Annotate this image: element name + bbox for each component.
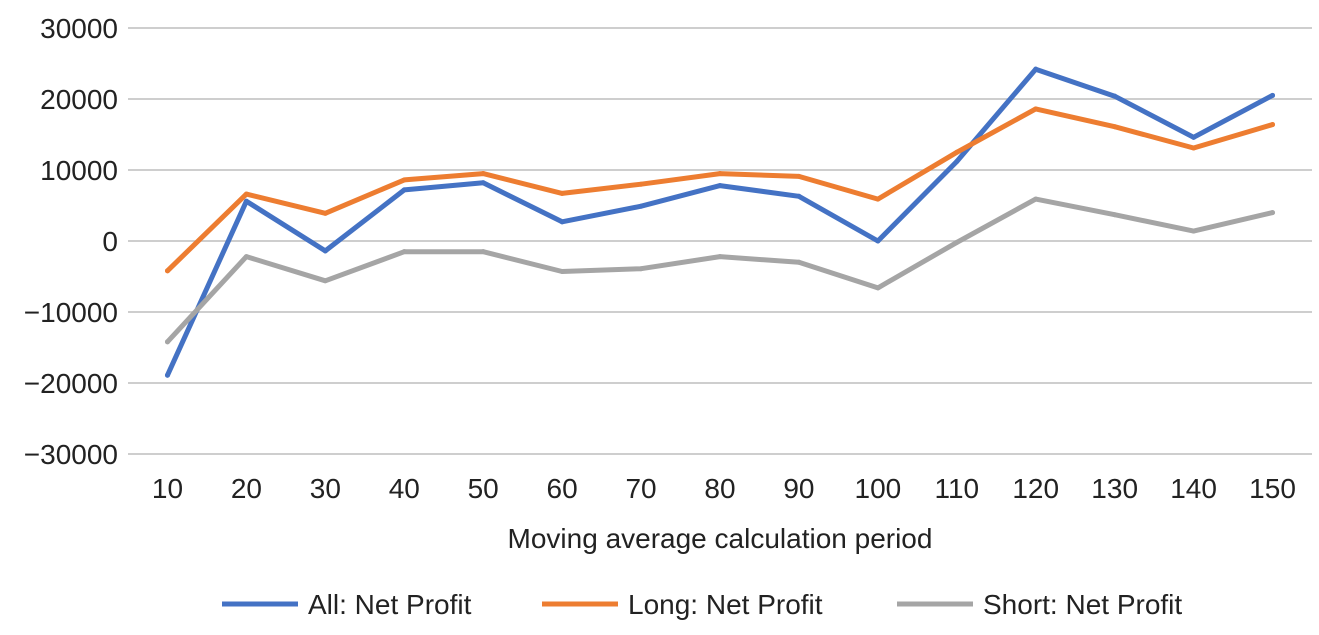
- data-point: [1033, 196, 1039, 202]
- data-point: [1112, 212, 1118, 218]
- y-tick-label: 10000: [40, 155, 118, 186]
- data-point: [322, 278, 328, 284]
- data-point: [875, 196, 881, 202]
- data-point: [401, 177, 407, 183]
- data-point: [164, 372, 170, 378]
- gridlines: [128, 27, 1312, 455]
- x-tick-label: 100: [855, 473, 902, 504]
- series-lines: [164, 66, 1276, 378]
- data-point: [243, 198, 249, 204]
- data-point: [796, 259, 802, 265]
- data-point: [243, 191, 249, 197]
- x-tick-label: 140: [1170, 473, 1217, 504]
- data-point: [875, 285, 881, 291]
- data-point: [954, 158, 960, 164]
- x-tick-label: 60: [547, 473, 578, 504]
- data-point: [559, 269, 565, 275]
- data-point: [1112, 124, 1118, 130]
- data-point: [954, 239, 960, 245]
- legend-item: All: Net Profit: [222, 589, 472, 620]
- series-line-2: [165, 196, 1275, 345]
- data-point: [638, 203, 644, 209]
- x-axis-title: Moving average calculation period: [508, 523, 933, 554]
- x-axis-tick-labels: 10 20 30 40 50 60 70 80 90 100 110 120 130 140 150: [152, 473, 1296, 504]
- y-tick-label: 30000: [40, 13, 118, 44]
- x-tick-label: 70: [625, 473, 656, 504]
- data-point: [322, 248, 328, 254]
- data-point: [1191, 145, 1197, 151]
- data-point: [638, 181, 644, 187]
- data-point: [717, 171, 723, 177]
- legend-item: Short: Net Profit: [897, 589, 1182, 620]
- data-point: [322, 210, 328, 216]
- data-point: [401, 249, 407, 255]
- x-tick-label: 120: [1012, 473, 1059, 504]
- data-point: [559, 219, 565, 225]
- data-point: [1112, 93, 1118, 99]
- legend-label: All: Net Profit: [308, 589, 472, 620]
- data-point: [1191, 134, 1197, 140]
- x-tick-label: 30: [310, 473, 341, 504]
- x-tick-label: 40: [389, 473, 420, 504]
- legend-label: Short: Net Profit: [983, 589, 1182, 620]
- data-point: [717, 183, 723, 189]
- legend-item: Long: Net Profit: [542, 589, 823, 620]
- data-point: [954, 149, 960, 155]
- data-point: [1270, 92, 1276, 98]
- y-axis-tick-labels: 30000 20000 10000 0 −10000 −20000 −30000: [24, 13, 118, 470]
- data-point: [164, 268, 170, 274]
- x-tick-label: 90: [783, 473, 814, 504]
- series-line-0: [165, 66, 1275, 378]
- data-point: [480, 171, 486, 177]
- x-tick-label: 150: [1249, 473, 1296, 504]
- y-tick-label: −30000: [24, 439, 118, 470]
- data-point: [796, 193, 802, 199]
- y-tick-label: −20000: [24, 368, 118, 399]
- legend: All: Net Profit Long: Net Profit Short: Ne…: [222, 589, 1182, 620]
- data-point: [1270, 210, 1276, 216]
- data-point: [401, 187, 407, 193]
- y-tick-label: −10000: [24, 297, 118, 328]
- data-point: [1033, 106, 1039, 112]
- x-tick-label: 110: [934, 473, 979, 504]
- x-tick-label: 50: [468, 473, 499, 504]
- y-tick-label: 20000: [40, 84, 118, 115]
- data-point: [1270, 122, 1276, 128]
- x-tick-label: 80: [704, 473, 735, 504]
- data-point: [1191, 228, 1197, 234]
- data-point: [717, 254, 723, 260]
- x-tick-label: 20: [231, 473, 262, 504]
- data-point: [480, 180, 486, 186]
- data-point: [638, 266, 644, 272]
- x-tick-label: 10: [152, 473, 183, 504]
- data-point: [480, 249, 486, 255]
- y-tick-label: 0: [102, 226, 118, 257]
- legend-label: Long: Net Profit: [628, 589, 823, 620]
- x-tick-label: 130: [1091, 473, 1138, 504]
- data-point: [875, 238, 881, 244]
- data-point: [164, 339, 170, 345]
- data-point: [1033, 66, 1039, 72]
- data-point: [796, 173, 802, 179]
- data-point: [243, 254, 249, 260]
- data-point: [559, 190, 565, 196]
